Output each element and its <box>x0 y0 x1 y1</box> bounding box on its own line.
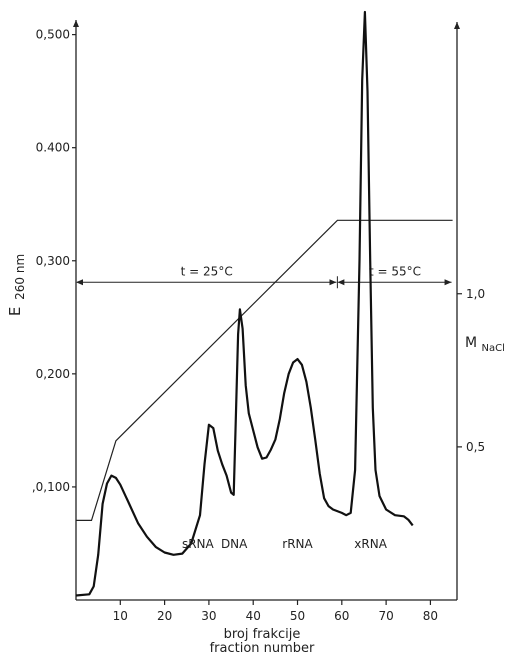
x-tick-label: 30 <box>201 609 216 623</box>
x-tick-label: 70 <box>378 609 393 623</box>
nacl-gradient-line <box>76 219 453 521</box>
peak-label: xRNA <box>354 537 387 551</box>
temperature-span-annotations: t = 25°C t = 55°C <box>76 264 452 289</box>
peak-label: rRNA <box>282 537 313 551</box>
y-left-tick-label: ,0,100 <box>32 480 70 494</box>
temperature-span-label: t = 55°C <box>369 264 421 278</box>
y-axis-right-title-main: M <box>465 335 477 351</box>
y-right-tick-label: 1,0 <box>466 287 485 301</box>
x-axis-ticks: 10 20 30 40 50 60 70 80 <box>113 600 438 623</box>
y-left-tick-label: 0,300 <box>36 254 70 268</box>
y-axis-left-title-sub: 260 nm <box>13 254 27 300</box>
y-axis-right-title: M NaCl <box>465 335 505 354</box>
x-tick-label: 20 <box>157 609 172 623</box>
y-left-tick-label: 0.400 <box>36 141 70 155</box>
y-axis-left-ticks: ,0,100 0,200 0,300 0.400 0,500 <box>32 28 76 494</box>
absorbance-curve <box>75 10 414 597</box>
x-tick-label: 80 <box>423 609 438 623</box>
x-axis-title-line2: fraction number <box>210 641 315 656</box>
peak-label: sRNA <box>182 537 215 551</box>
y-axis-left-title-main: E <box>6 307 24 316</box>
temperature-span-label: t = 25°C <box>181 264 233 278</box>
y-axis-right-ticks: 0,5 1,0 <box>457 287 485 454</box>
y-right-tick-label: 0,5 <box>466 440 485 454</box>
x-axis-title-line1: broj frakcije <box>224 627 301 642</box>
svg-text:E 260 nm: E 260 nm <box>6 254 27 316</box>
y-axis-left-title: E 260 nm <box>6 254 27 316</box>
peak-label: DNA <box>221 537 248 551</box>
y-left-tick-label: 0,500 <box>36 28 70 42</box>
x-tick-label: 50 <box>290 609 305 623</box>
x-tick-label: 10 <box>113 609 128 623</box>
y-left-tick-label: 0,200 <box>36 367 70 381</box>
peak-labels: sRNA DNA rRNA xRNA <box>182 537 388 551</box>
y-axis-right-title-sub: NaCl <box>482 343 505 354</box>
x-tick-label: 40 <box>246 609 261 623</box>
x-tick-label: 60 <box>334 609 349 623</box>
